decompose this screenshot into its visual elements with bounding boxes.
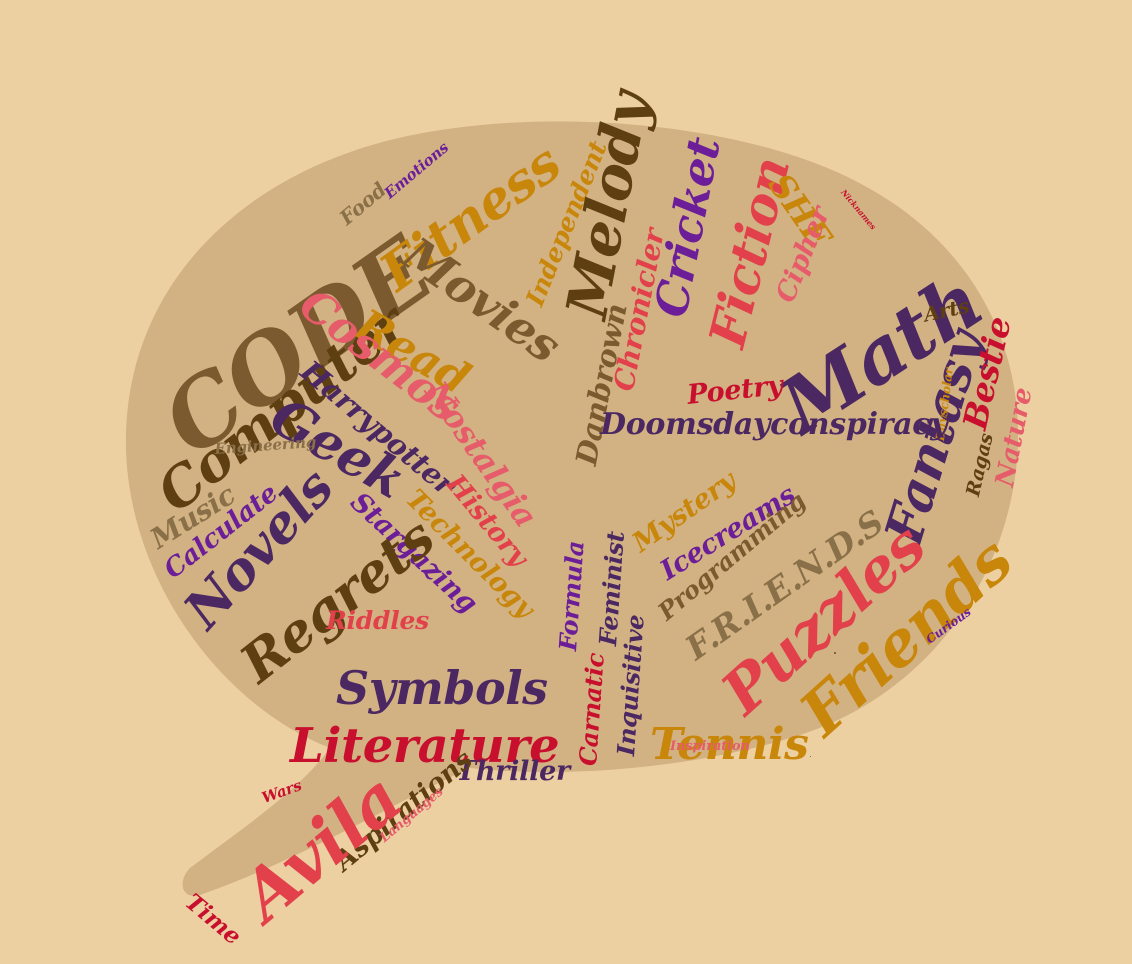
word-tennis: Tennis — [650, 719, 809, 770]
word-inspiration: Inspiration — [670, 739, 750, 754]
word-symbols: Symbols — [336, 661, 548, 715]
word-poetry: Poetry — [685, 370, 785, 411]
word-formula: Formula — [553, 539, 590, 652]
word-literature: Literature — [290, 718, 560, 774]
word-inquisitive: Inquisitive — [611, 613, 650, 757]
speech-bubble-body — [125, 121, 1019, 896]
word-ragas: Ragas — [962, 431, 998, 499]
word-nicknames: Nicknames — [839, 187, 879, 232]
word-riddles: Riddles — [326, 606, 429, 635]
word-doomsdayconspiracy: Doomsdayconspiracy — [600, 407, 948, 442]
word-emotions: Emotions — [380, 138, 453, 203]
word-avila: Avila — [226, 758, 417, 937]
speck — [810, 756, 811, 757]
speck — [834, 652, 836, 654]
word-thriller: Thriller — [456, 756, 570, 787]
word-time: Time — [179, 888, 247, 951]
word-carnatic: Carnatic — [573, 651, 610, 767]
word-wars: Wars — [259, 776, 305, 808]
